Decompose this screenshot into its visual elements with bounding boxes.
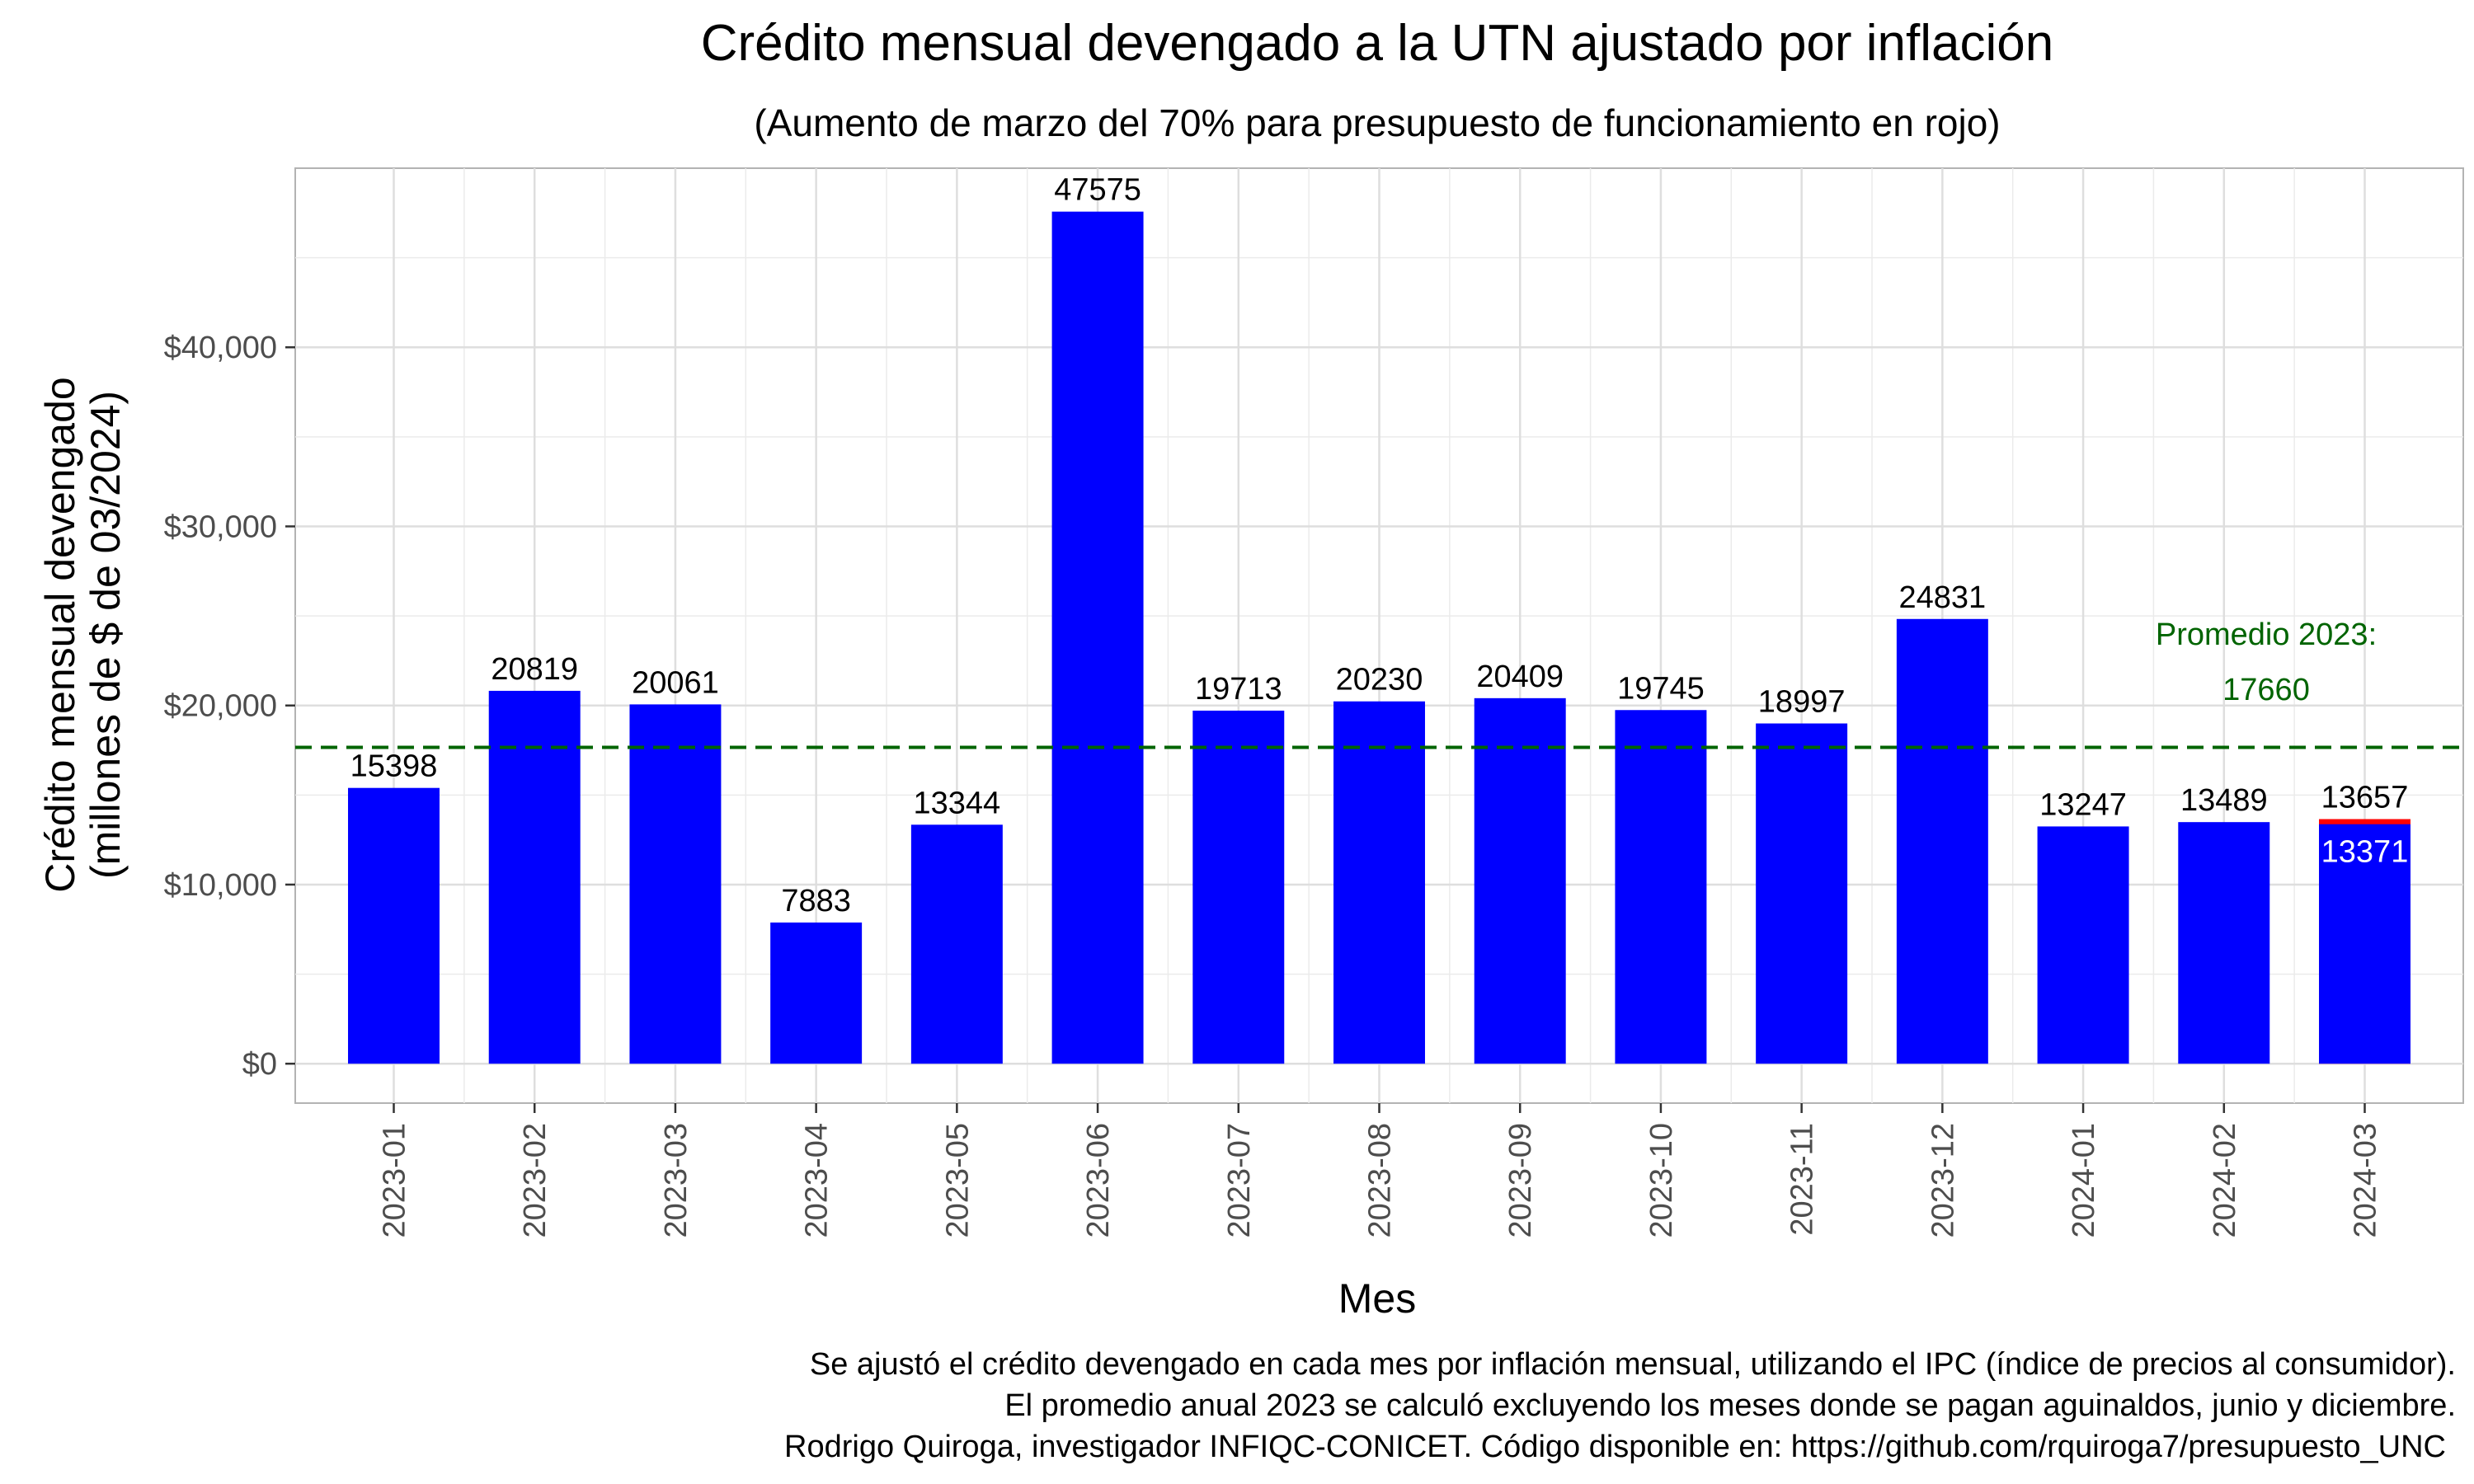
caption-line-3: Rodrigo Quiroga, investigador INFIQC-CON… <box>784 1430 2446 1464</box>
bar-2023-04 <box>770 922 863 1064</box>
bar-2023-07 <box>1192 710 1285 1064</box>
x-axis: 2023-01 2023-02 2023-03 2023-04 2023-05 2023-… <box>378 1103 2383 1237</box>
bar-label-2023-05: 13344 <box>914 786 1001 820</box>
y-axis-title-line2: (millones de $ de 03/2024) <box>82 391 129 879</box>
x-tick-label: 2023-07 <box>1222 1123 1257 1237</box>
y-tick-label: $40,000 <box>164 331 277 365</box>
bar-2023-11 <box>1756 723 1848 1064</box>
bar-label-2023-01: 15398 <box>350 749 438 784</box>
bar-2023-09 <box>1474 697 1566 1064</box>
x-tick-label: 2023-03 <box>659 1123 694 1237</box>
bar-label-2023-09: 20409 <box>1476 660 1564 694</box>
bar-2023-05 <box>910 824 1003 1064</box>
bar-2023-03 <box>629 704 722 1064</box>
bar-2023-02 <box>488 690 581 1064</box>
x-tick-label: 2023-10 <box>1644 1123 1679 1237</box>
bar-2023-08 <box>1333 701 1425 1064</box>
bar-label-2024-02: 13489 <box>2180 783 2268 818</box>
bar-label-2023-10: 19745 <box>1617 671 1705 706</box>
bar-label-2023-08: 20230 <box>1336 663 1423 697</box>
bar-label-2023-02: 20819 <box>491 652 578 687</box>
x-tick-label: 2023-01 <box>378 1123 412 1237</box>
bar-2023-01 <box>348 787 440 1064</box>
x-tick-label: 2023-02 <box>518 1123 553 1237</box>
y-tick-label: $20,000 <box>164 689 277 724</box>
bar-label-2023-11: 18997 <box>1758 685 1846 720</box>
caption-line-2: El promedio anual 2023 se calculó excluy… <box>1004 1388 2456 1423</box>
average-label-value: 17660 <box>2222 673 2310 707</box>
bar-label-2023-04: 7883 <box>781 884 851 918</box>
bar-labels: 15398 20819 20061 7883 13344 47575 19713 20230 2… <box>350 173 2409 918</box>
y-axis-title: Crédito mensual devengado (millones de $… <box>37 377 129 892</box>
average-label-title: Promedio 2023: <box>2156 618 2377 652</box>
chart-title: Crédito mensual devengado a la UTN ajust… <box>701 15 2054 72</box>
y-tick-label: $30,000 <box>164 510 277 544</box>
y-tick-label: $10,000 <box>164 868 277 903</box>
bar-2023-12 <box>1896 618 1988 1064</box>
bar-2024-02 <box>2178 822 2270 1064</box>
x-tick-label: 2023-11 <box>1785 1123 1820 1236</box>
bar-2024-03 <box>2319 824 2411 1064</box>
x-tick-label: 2023-06 <box>1081 1123 1116 1237</box>
x-tick-label: 2024-02 <box>2208 1123 2242 1237</box>
bar-label-2024-01: 13247 <box>2039 787 2127 822</box>
bar-base-label-2024-03: 13371 <box>2321 835 2409 870</box>
bar-label-2023-06: 47575 <box>1054 173 1141 208</box>
x-tick-label: 2023-12 <box>1926 1123 1960 1237</box>
y-axis: $0 $10,000 $20,000 $30,000 $40,000 <box>164 331 295 1082</box>
x-tick-label: 2023-09 <box>1503 1123 1538 1237</box>
bar-2023-10 <box>1615 710 1707 1064</box>
y-tick-label: $0 <box>242 1047 277 1082</box>
x-axis-title: Mes <box>1338 1275 1416 1322</box>
bar-label-2023-07: 19713 <box>1195 672 1282 707</box>
bar-label-2023-12: 24831 <box>1899 580 1987 615</box>
chart-subtitle: (Aumento de marzo del 70% para presupues… <box>754 101 2000 144</box>
x-tick-label: 2023-04 <box>800 1123 835 1237</box>
y-axis-title-line1: Crédito mensual devengado <box>37 377 83 892</box>
bar-2024-01 <box>2037 826 2129 1064</box>
x-tick-label: 2024-01 <box>2067 1123 2101 1237</box>
bars <box>348 211 2411 1064</box>
bar-2023-06 <box>1051 211 1144 1064</box>
bar-label-2024-03: 13657 <box>2321 781 2409 815</box>
x-tick-label: 2024-03 <box>2349 1123 2383 1237</box>
caption-line-1: Se ajustó el crédito devengado en cada m… <box>810 1347 2456 1382</box>
bar-label-2023-03: 20061 <box>632 665 719 700</box>
x-tick-label: 2023-05 <box>940 1123 975 1237</box>
x-tick-label: 2023-08 <box>1363 1123 1398 1237</box>
